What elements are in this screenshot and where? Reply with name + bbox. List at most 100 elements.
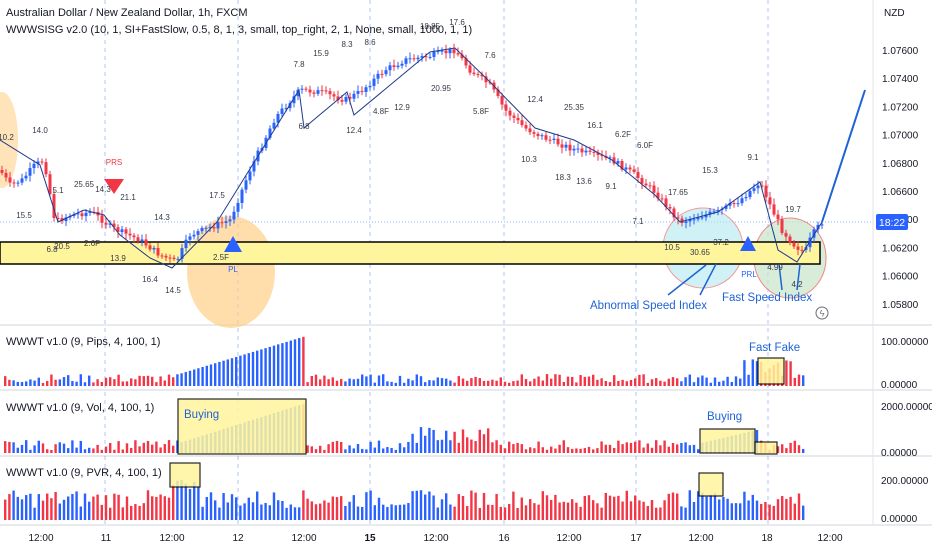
histogram-bar bbox=[432, 380, 435, 386]
candle-body bbox=[648, 185, 652, 187]
currency-label: NZD bbox=[884, 8, 905, 19]
histogram-bar bbox=[201, 506, 204, 520]
histogram-bar bbox=[533, 503, 536, 520]
histogram-bar bbox=[113, 379, 116, 386]
histogram-bar bbox=[487, 504, 490, 520]
current-time-text: 18:22 bbox=[879, 217, 905, 229]
wave-label: 4.2 bbox=[791, 280, 803, 289]
candle-body bbox=[4, 172, 8, 178]
candle-body bbox=[436, 51, 440, 53]
histogram-bar bbox=[613, 496, 616, 520]
histogram-bar bbox=[4, 499, 7, 520]
histogram-bar bbox=[772, 505, 775, 520]
histogram-bar bbox=[415, 490, 418, 520]
fast-speed-label: Fast Speed Index bbox=[722, 292, 812, 304]
histogram-bar bbox=[419, 376, 423, 386]
price-tick-label: 1.06200 bbox=[882, 243, 919, 254]
chart-title: Australian Dollar / New Zealand Dollar, … bbox=[6, 7, 247, 19]
histogram-bar bbox=[663, 500, 666, 520]
histogram-bar bbox=[579, 375, 582, 386]
wave-label: 6.0F bbox=[637, 141, 653, 150]
candle-body bbox=[408, 58, 412, 60]
candle-body bbox=[128, 233, 132, 236]
candle-body bbox=[552, 138, 556, 140]
candle-body bbox=[44, 162, 48, 175]
histogram-bar bbox=[67, 375, 70, 386]
histogram-bar bbox=[516, 507, 519, 520]
histogram-bar bbox=[520, 497, 523, 520]
histogram-bar bbox=[781, 496, 784, 520]
wave-label: 15.5 bbox=[16, 211, 32, 220]
histogram-bar bbox=[596, 448, 599, 453]
wave-label: 8.6 bbox=[364, 38, 376, 47]
histogram-bar bbox=[575, 382, 578, 386]
time-axis[interactable]: 12:00 11 12:00 12 12:00 15 12:00 16 12:00 17 12:00… bbox=[28, 533, 842, 544]
histogram-bar bbox=[684, 377, 687, 386]
candle-body bbox=[712, 211, 716, 213]
histogram-bar bbox=[432, 429, 435, 453]
histogram-bar bbox=[100, 381, 103, 386]
histogram-bar bbox=[600, 507, 603, 520]
time-tick-label: 12:00 bbox=[28, 533, 53, 544]
candle-body bbox=[516, 117, 520, 121]
candle-body bbox=[688, 219, 692, 222]
histogram-bar bbox=[592, 449, 595, 453]
histogram-bar bbox=[230, 358, 234, 386]
histogram-bar bbox=[335, 380, 339, 386]
histogram-bar bbox=[104, 446, 108, 453]
wave-label: 16.4 bbox=[142, 275, 158, 284]
histogram-bar bbox=[340, 378, 343, 386]
histogram-bar bbox=[41, 382, 45, 386]
candle-body bbox=[816, 224, 820, 230]
histogram-bar bbox=[629, 380, 633, 386]
histogram-bar bbox=[697, 377, 700, 386]
histogram-bar bbox=[461, 496, 465, 520]
histogram-bar bbox=[142, 503, 145, 520]
candle-body bbox=[416, 57, 420, 60]
histogram-bar bbox=[75, 447, 78, 453]
histogram-bar bbox=[621, 501, 624, 520]
histogram-bar bbox=[382, 504, 385, 520]
candle-body bbox=[584, 150, 588, 153]
price-candles bbox=[0, 43, 824, 263]
histogram-bar bbox=[474, 492, 477, 520]
candle-body bbox=[300, 88, 304, 90]
histogram-bar bbox=[403, 382, 406, 386]
histogram-bar bbox=[54, 492, 57, 520]
histogram-bar bbox=[684, 442, 687, 453]
histogram-bar bbox=[146, 440, 150, 453]
candle-body bbox=[40, 161, 44, 163]
candle-body bbox=[768, 197, 772, 205]
candle-body bbox=[268, 128, 272, 138]
histogram-bar bbox=[180, 373, 183, 386]
price-tick-label: 1.06000 bbox=[882, 272, 919, 283]
candle-body bbox=[316, 90, 320, 94]
candle-body bbox=[464, 58, 468, 66]
indicator-title: WWWSISG v2.0 (10, 1, SI+FastSlow, 0.5, 8… bbox=[6, 24, 472, 36]
candle-body bbox=[24, 175, 28, 179]
histogram-bar bbox=[428, 427, 431, 453]
histogram-bar bbox=[46, 380, 49, 386]
histogram-bar bbox=[638, 440, 641, 453]
candle-body bbox=[284, 108, 288, 110]
histogram-bar bbox=[331, 496, 334, 520]
histogram-bar bbox=[655, 440, 658, 453]
histogram-bar bbox=[281, 343, 284, 386]
histogram-bar bbox=[499, 506, 502, 520]
bolt-icon[interactable] bbox=[815, 306, 829, 320]
wave-label: 13.6 bbox=[576, 177, 592, 186]
candle-body bbox=[536, 133, 540, 137]
price-axis[interactable]: 1.07600 1.07400 1.07200 1.07000 1.06800 1.066… bbox=[882, 46, 919, 311]
pips-bottom-tick: 0.00000 bbox=[881, 380, 918, 391]
candle-body bbox=[696, 217, 700, 220]
candle-body bbox=[740, 198, 744, 204]
histogram-bar bbox=[541, 447, 544, 453]
histogram-bar bbox=[520, 444, 523, 453]
histogram-bar bbox=[667, 493, 670, 520]
candle-body bbox=[692, 219, 696, 221]
histogram-bar bbox=[298, 507, 301, 520]
histogram-bar bbox=[793, 377, 796, 386]
price-tick-label: 1.07400 bbox=[882, 74, 919, 85]
histogram-bar bbox=[545, 374, 549, 386]
